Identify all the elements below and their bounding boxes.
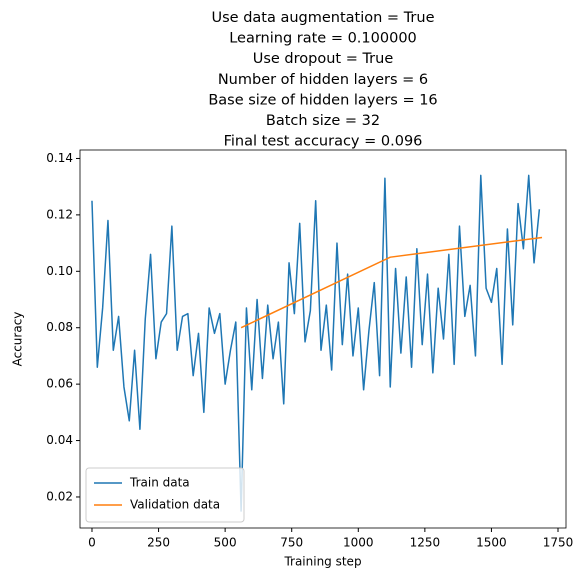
y-tick-label: 0.02 — [46, 489, 73, 503]
legend-box — [85, 467, 245, 523]
x-tick-label: 1750 — [543, 536, 574, 550]
line-series — [240, 236, 543, 329]
axes-frame — [79, 149, 567, 529]
y-tick-label: 0.14 — [46, 151, 73, 165]
y-axis-label: Accuracy — [11, 312, 25, 367]
chart-title: Batch size = 32 — [266, 113, 380, 129]
x-axis-label: Training step — [283, 555, 361, 569]
y-tick-label: 0.12 — [46, 207, 73, 221]
chart-title: Base size of hidden layers = 16 — [208, 92, 437, 108]
chart-title: Number of hidden layers = 6 — [218, 72, 428, 88]
y-tick-label: 0.10 — [46, 264, 73, 278]
y-tick-label: 0.06 — [46, 377, 73, 391]
x-tick-label: 1250 — [410, 536, 441, 550]
x-tick-label: 1500 — [476, 536, 507, 550]
x-tick-label: 0 — [88, 536, 96, 550]
chart-title: Use data augmentation = True — [212, 10, 435, 26]
x-tick-label: 500 — [214, 536, 237, 550]
legend-label: Train data — [129, 476, 190, 490]
chart-title: Use dropout = True — [253, 51, 394, 67]
y-tick-label: 0.04 — [46, 433, 73, 447]
x-tick-label: 750 — [280, 536, 303, 550]
x-tick-label: 250 — [147, 536, 170, 550]
line-series — [91, 174, 541, 512]
legend-label: Validation data — [130, 498, 220, 512]
y-tick-label: 0.08 — [46, 320, 73, 334]
chart-title: Final test accuracy = 0.096 — [224, 134, 423, 150]
x-tick-label: 1000 — [343, 536, 374, 550]
chart-title: Learning rate = 0.100000 — [229, 31, 417, 47]
